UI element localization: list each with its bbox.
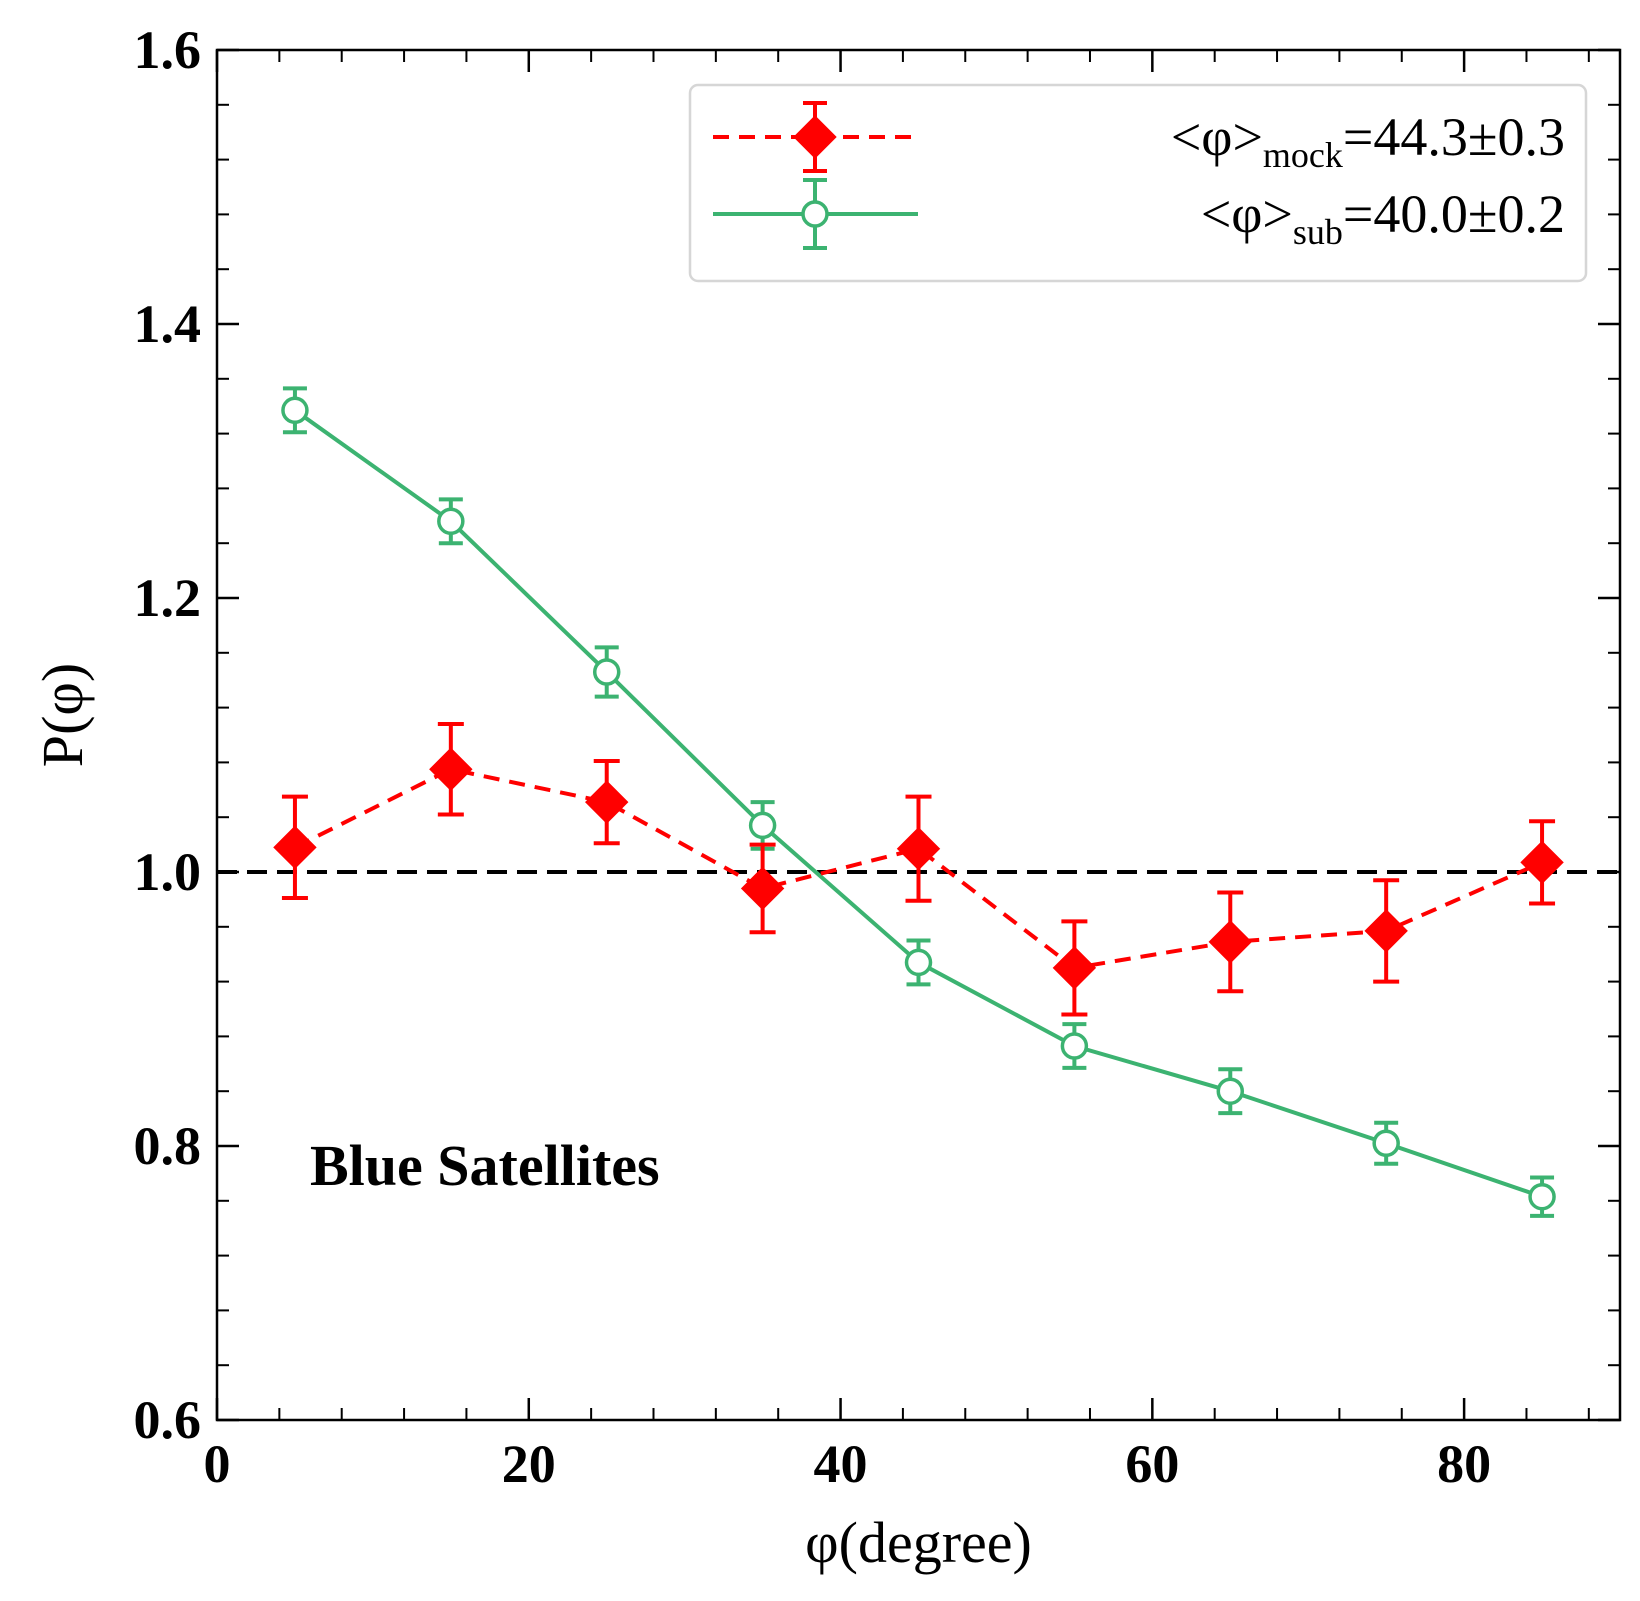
data-point-sub [1216,1077,1245,1105]
x-tick-label: 80 [1437,1434,1491,1494]
legend-label-prefix: <φ> [1171,107,1263,167]
data-point-mock [273,825,317,870]
data-point-mock [429,747,473,791]
y-tick-label: 1.0 [134,842,202,902]
legend-marker-mock [793,115,837,159]
legend: <φ>mock=44.3±0.3<φ>sub=40.0±0.2 [688,83,1588,283]
legend-entry-mock: <φ>mock=44.3±0.3 [713,101,1565,175]
data-point-sub [437,507,465,536]
x-axis-title: φ(degree) [805,1510,1032,1575]
data-point-mock [1208,920,1252,964]
legend-label-sub: mock [1263,135,1343,175]
y-axis-title: P(φ) [30,663,95,767]
data-point-sub [904,948,933,977]
legend-marker-sub [801,200,829,228]
tick-labels: 0 20 40 60 80 0.6 0.8 1.0 1.2 1.4 1.6 [134,20,1492,1494]
x-tick-label: 60 [1125,1434,1179,1494]
data-point-sub [1060,1032,1089,1060]
data-point-sub [281,396,309,425]
data-point-sub [592,658,621,686]
series-group [273,386,1564,1218]
series-line-mock [294,767,1543,971]
y-tick-label: 0.6 [134,1390,202,1450]
data-point-sub [748,811,777,840]
legend-label-suffix: =40.0±0.2 [1343,184,1565,244]
x-tick-label: 0 [204,1434,231,1494]
y-tick-label: 1.2 [134,568,202,628]
legend-label-suffix: =44.3±0.3 [1343,107,1565,167]
legend-label-prefix: <φ> [1201,184,1293,244]
legend-entry-sub: <φ>sub=40.0±0.2 [713,178,1565,252]
data-point-mock [585,780,629,824]
x-tick-label: 20 [502,1434,556,1494]
annotation-blue-satellites: Blue Satellites [310,1133,660,1198]
legend-label-sub: <φ>sub=40.0±0.2 [1201,184,1565,252]
plot-frame [215,48,1622,1422]
legend-label-sub: sub [1293,212,1343,252]
series-mock [273,722,1564,1017]
legend-label-mock: <φ>mock=44.3±0.3 [1171,107,1565,175]
data-point-mock [1052,946,1097,990]
series-sub [281,386,1556,1218]
y-tick-label: 1.6 [134,20,202,80]
x-tick-label: 40 [814,1434,868,1494]
data-point-sub [1372,1129,1400,1158]
data-point-mock [896,827,941,871]
data-point-mock [740,866,785,911]
y-tick-label: 1.4 [134,294,202,354]
data-point-mock [1520,840,1564,885]
data-point-mock [1364,909,1408,953]
data-point-sub [1528,1182,1556,1211]
legend-box [688,83,1588,283]
y-tick-label: 0.8 [134,1116,202,1176]
